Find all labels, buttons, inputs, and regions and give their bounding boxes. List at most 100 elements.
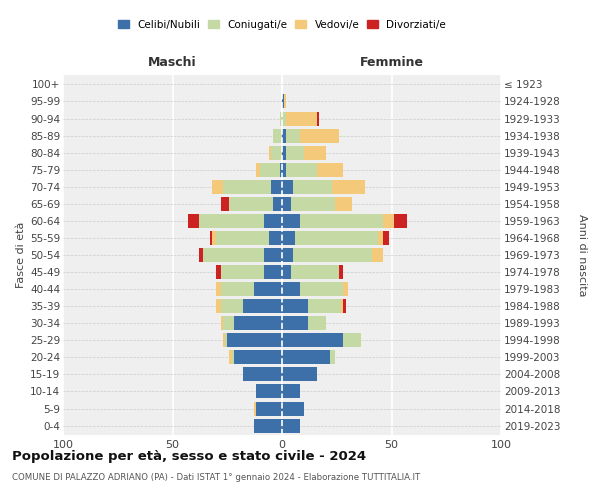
Bar <box>343 299 346 313</box>
Bar <box>379 231 383 245</box>
Bar <box>199 248 203 262</box>
Bar <box>282 128 286 142</box>
Bar <box>282 282 299 296</box>
Bar <box>341 299 343 313</box>
Bar <box>282 350 330 364</box>
Bar <box>308 299 341 313</box>
Bar <box>221 282 254 296</box>
Bar <box>273 128 282 142</box>
Y-axis label: Anni di nascita: Anni di nascita <box>577 214 587 296</box>
Bar <box>282 180 293 194</box>
Bar <box>372 248 383 262</box>
Bar <box>304 146 326 160</box>
Bar <box>343 282 348 296</box>
Bar <box>282 248 293 262</box>
Bar <box>242 368 282 382</box>
Bar <box>260 162 280 176</box>
Bar <box>256 384 282 398</box>
Bar <box>269 146 271 160</box>
Bar <box>217 282 221 296</box>
Bar <box>282 402 304 415</box>
Bar <box>271 180 282 194</box>
Bar <box>284 94 286 108</box>
Bar <box>286 162 317 176</box>
Legend: Celibi/Nubili, Coniugati/e, Vedovi/e, Divorziati/e: Celibi/Nubili, Coniugati/e, Vedovi/e, Di… <box>113 16 451 34</box>
Bar <box>282 299 308 313</box>
Bar <box>217 299 221 313</box>
Bar <box>293 180 332 194</box>
Bar <box>282 197 291 211</box>
Bar <box>282 316 308 330</box>
Bar <box>203 248 265 262</box>
Bar <box>282 112 286 126</box>
Bar <box>282 334 343 347</box>
Bar <box>265 248 282 262</box>
Bar <box>383 231 389 245</box>
Bar <box>188 214 199 228</box>
Bar <box>227 334 282 347</box>
Bar <box>383 214 394 228</box>
Bar <box>254 402 256 415</box>
Bar <box>282 214 299 228</box>
Bar <box>254 418 282 432</box>
Bar <box>225 334 227 347</box>
Bar <box>282 418 299 432</box>
Bar <box>232 350 234 364</box>
Bar <box>265 214 282 228</box>
Bar <box>265 265 282 279</box>
Bar <box>286 146 304 160</box>
Bar <box>223 180 271 194</box>
Bar <box>291 197 335 211</box>
Bar <box>271 146 282 160</box>
Bar <box>286 128 299 142</box>
Bar <box>234 316 282 330</box>
Bar <box>221 197 229 211</box>
Bar <box>229 350 232 364</box>
Y-axis label: Fasce di età: Fasce di età <box>16 222 26 288</box>
Bar <box>308 316 326 330</box>
Bar <box>273 197 282 211</box>
Bar <box>234 350 282 364</box>
Bar <box>221 265 265 279</box>
Bar <box>280 112 282 126</box>
Bar <box>343 334 361 347</box>
Bar <box>282 384 299 398</box>
Bar <box>256 162 260 176</box>
Bar <box>317 112 319 126</box>
Bar <box>217 231 269 245</box>
Bar <box>282 368 317 382</box>
Bar <box>223 334 225 347</box>
Bar <box>317 162 343 176</box>
Bar <box>286 112 317 126</box>
Bar <box>254 282 282 296</box>
Bar <box>217 265 221 279</box>
Bar <box>282 94 284 108</box>
Bar <box>282 231 295 245</box>
Bar <box>394 214 407 228</box>
Bar <box>282 146 286 160</box>
Bar <box>212 231 217 245</box>
Bar <box>339 265 343 279</box>
Bar <box>280 162 282 176</box>
Bar <box>282 265 291 279</box>
Bar <box>299 282 343 296</box>
Text: Popolazione per età, sesso e stato civile - 2024: Popolazione per età, sesso e stato civil… <box>12 450 366 463</box>
Bar <box>221 316 223 330</box>
Text: Femmine: Femmine <box>359 56 424 69</box>
Bar <box>256 402 282 415</box>
Bar <box>291 265 339 279</box>
Bar <box>229 197 273 211</box>
Bar <box>335 197 352 211</box>
Bar <box>299 214 383 228</box>
Bar <box>295 231 379 245</box>
Bar <box>330 350 335 364</box>
Bar <box>221 299 242 313</box>
Bar <box>242 299 282 313</box>
Bar <box>223 316 234 330</box>
Bar <box>269 231 282 245</box>
Text: COMUNE DI PALAZZO ADRIANO (PA) - Dati ISTAT 1° gennaio 2024 - Elaborazione TUTTI: COMUNE DI PALAZZO ADRIANO (PA) - Dati IS… <box>12 472 420 482</box>
Bar <box>299 128 339 142</box>
Bar <box>282 162 286 176</box>
Bar <box>199 214 265 228</box>
Bar <box>210 231 212 245</box>
